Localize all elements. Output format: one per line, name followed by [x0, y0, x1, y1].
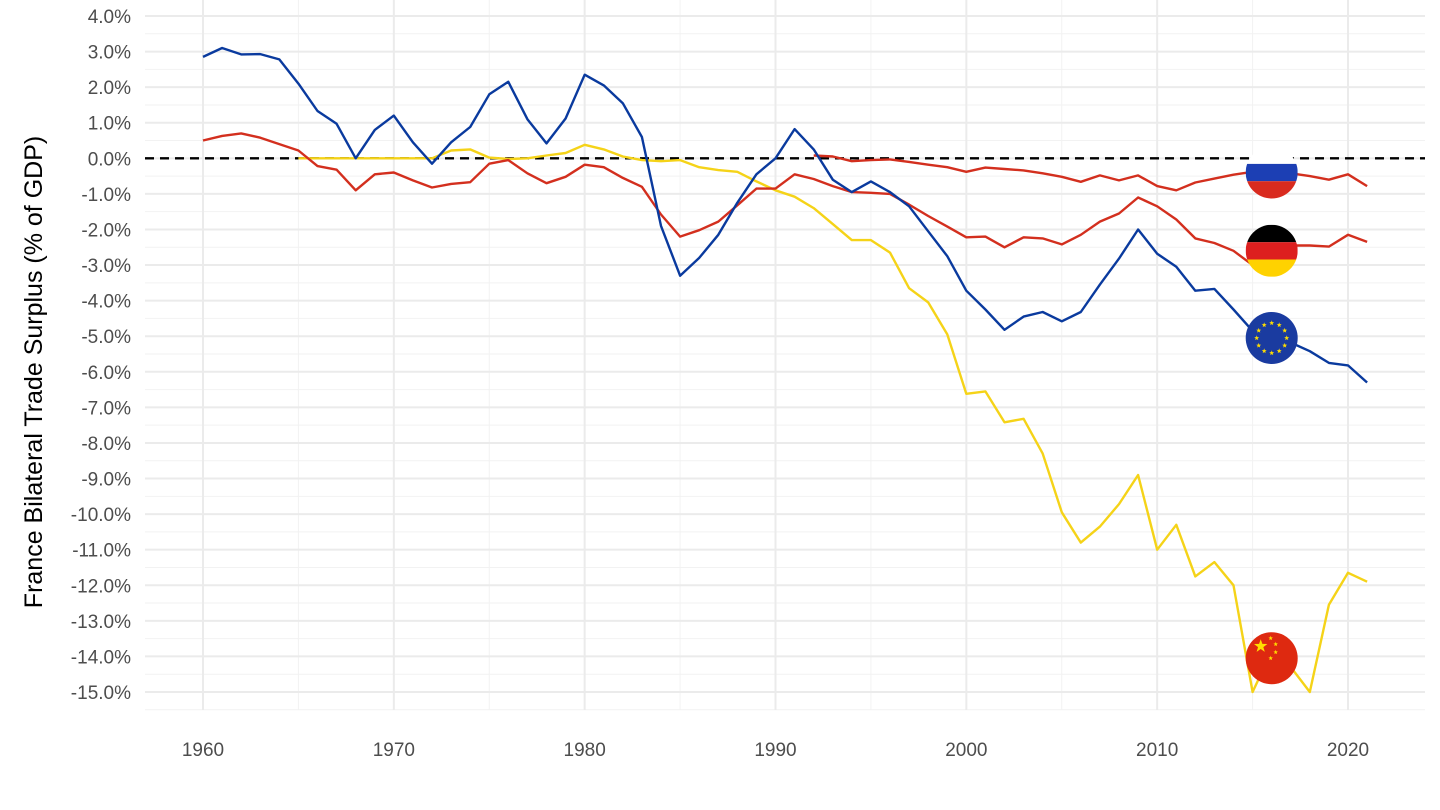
y-axis-tick-labels: 4.0% 3.0% 2.0% 1.0% 0.0% -1.0% -2.0% -3.0% -4.0%… — [71, 7, 131, 704]
china-flag-icon — [1245, 632, 1298, 685]
eu-flag-icon — [1245, 312, 1298, 364]
y-tick-label: -11.0% — [72, 541, 131, 562]
y-axis-title: France Bilateral Trade Surplus (% of GDP… — [20, 136, 48, 608]
x-tick-label: 2010 — [1136, 740, 1178, 761]
x-tick-label: 2000 — [945, 740, 987, 761]
x-axis-tick-labels: 1960 1970 1980 1990 2000 2010 2020 — [182, 740, 1369, 761]
series-line-germany — [202, 132, 1368, 267]
y-tick-label: -8.0% — [81, 434, 131, 455]
y-tick-label: 4.0% — [88, 7, 131, 28]
y-tick-label: -10.0% — [71, 505, 131, 526]
y-tick-label: 3.0% — [88, 43, 131, 64]
y-tick-label: 0.0% — [88, 149, 131, 170]
y-tick-label: 1.0% — [88, 114, 131, 135]
series-lines — [202, 46, 1368, 694]
minor-gridlines — [145, 0, 1425, 711]
y-tick-label: -9.0% — [81, 470, 131, 491]
y-tick-label: 2.0% — [88, 78, 131, 99]
germany-flag-icon — [1245, 224, 1298, 277]
russia-flag-icon — [1245, 146, 1298, 199]
y-tick-label: -2.0% — [81, 220, 131, 241]
series-line-china — [298, 143, 1368, 694]
y-tick-label: -14.0% — [71, 647, 131, 668]
y-tick-label: -4.0% — [81, 292, 131, 313]
y-tick-label: -1.0% — [81, 185, 131, 206]
x-tick-label: 1980 — [564, 740, 606, 761]
x-tick-label: 1960 — [182, 740, 224, 761]
y-tick-label: -13.0% — [71, 612, 131, 633]
y-tick-label: -5.0% — [81, 327, 131, 348]
y-tick-label: -3.0% — [81, 256, 131, 277]
y-tick-label: -6.0% — [81, 363, 131, 384]
x-tick-label: 2020 — [1327, 740, 1369, 761]
y-tick-label: -7.0% — [81, 398, 131, 419]
x-tick-label: 1990 — [754, 740, 796, 761]
series-line-eu — [202, 46, 1368, 384]
x-tick-label: 1970 — [373, 740, 415, 761]
y-tick-label: -12.0% — [71, 576, 131, 597]
y-tick-label: -15.0% — [71, 683, 131, 704]
